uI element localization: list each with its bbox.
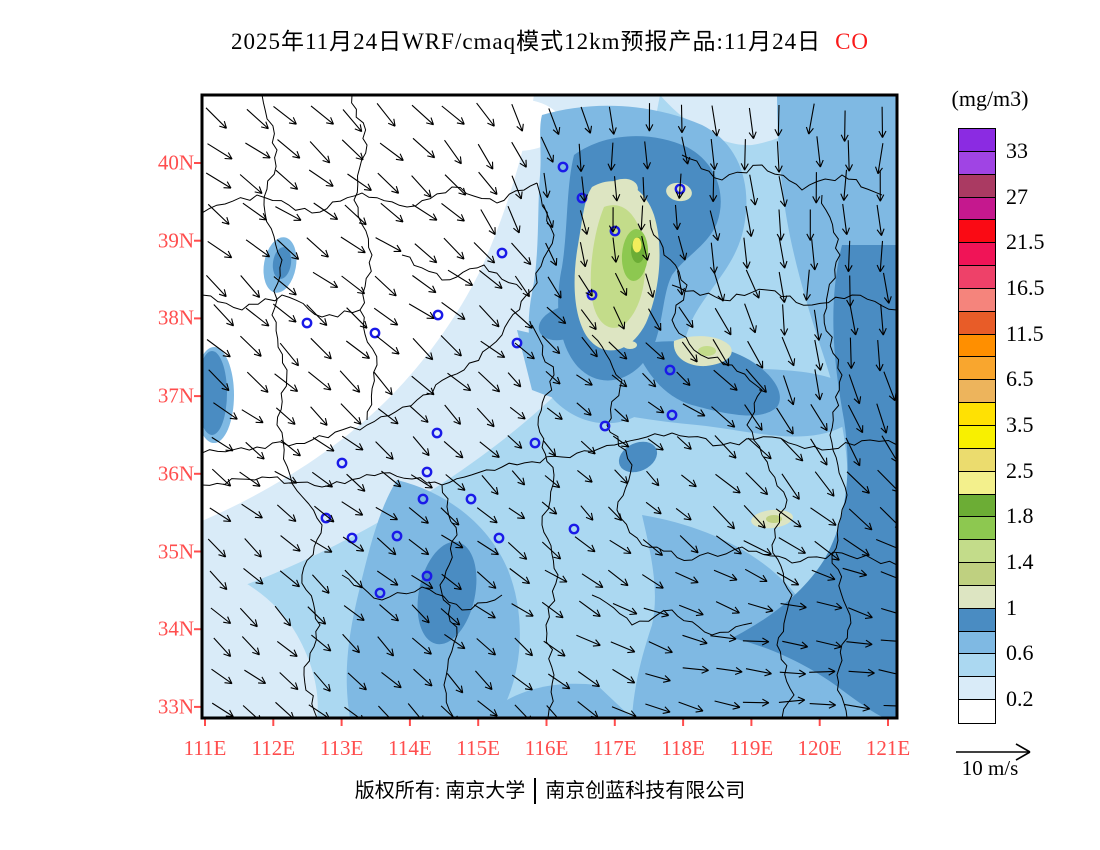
wind-reference-label: 10 m/s bbox=[961, 756, 1019, 780]
colorbar-cell bbox=[958, 242, 996, 267]
footer-divider bbox=[534, 777, 537, 804]
copyright-owner: 版权所有: 南京大学 bbox=[354, 780, 526, 802]
colorbar-cell bbox=[958, 128, 996, 153]
wind-reference-arrow bbox=[956, 743, 1031, 761]
x-tick-label: 118E bbox=[661, 736, 705, 760]
colorbar bbox=[958, 128, 996, 724]
colorbar-cell bbox=[958, 287, 996, 313]
colorbar-cell bbox=[958, 447, 996, 473]
city-markers bbox=[301, 161, 686, 599]
colorbar-tick-label: 27 bbox=[1006, 183, 1028, 209]
concentration-fill-layer bbox=[202, 95, 897, 718]
y-tick-label: 40N bbox=[157, 150, 194, 175]
colorbar-cell bbox=[958, 402, 996, 427]
colorbar-cell bbox=[958, 310, 996, 336]
colorbar-cell bbox=[958, 516, 996, 542]
x-tick-label: 119E bbox=[729, 736, 774, 760]
colorbar-tick-label: 1.4 bbox=[1006, 549, 1034, 575]
colorbar-cell bbox=[958, 265, 996, 290]
colorbar-cell bbox=[958, 333, 996, 359]
colorbar-cell bbox=[958, 356, 996, 382]
colorbar-tick-label: 6.5 bbox=[1006, 366, 1034, 392]
colorbar-cell bbox=[958, 653, 996, 679]
x-tick-label: 116E bbox=[524, 736, 569, 760]
x-tick-label: 121E bbox=[865, 736, 911, 760]
y-tick-label: 36N bbox=[157, 461, 194, 486]
colorbar-cell bbox=[958, 173, 996, 199]
colorbar-tick-label: 16.5 bbox=[1006, 274, 1045, 300]
map-plot-area bbox=[194, 93, 899, 726]
colorbar-cell bbox=[958, 584, 996, 610]
colorbar-unit-label: (mg/m3) bbox=[951, 86, 1029, 111]
colorbar-tick-label: 3.5 bbox=[1006, 412, 1034, 437]
colorbar-cell bbox=[958, 676, 996, 701]
page-title: 2025年11月24日WRF/cmaq模式12km预报产品:11月24日 CO bbox=[0, 22, 1100, 56]
title-text: 2025年11月24日WRF/cmaq模式12km预报产品:11月24日 bbox=[230, 29, 822, 54]
colorbar-cell bbox=[958, 607, 996, 633]
colorbar-tick-label: 0.6 bbox=[1006, 640, 1034, 666]
y-tick-label: 38N bbox=[157, 305, 194, 330]
colorbar-cell bbox=[958, 630, 996, 656]
colorbar-tick-label: 11.5 bbox=[1006, 320, 1044, 346]
colorbar-tick-label: 2.5 bbox=[1006, 457, 1034, 483]
colorbar-tick-label: 33 bbox=[1006, 137, 1028, 163]
colorbar-cell bbox=[958, 470, 996, 496]
colorbar-cell bbox=[958, 425, 996, 450]
pollutant-label: CO bbox=[835, 29, 870, 54]
y-tick-label: 37N bbox=[157, 383, 194, 408]
map-frame bbox=[200, 93, 899, 720]
colorbar-cell bbox=[958, 699, 996, 724]
copyright-company: 南京创蓝科技有限公司 bbox=[545, 780, 746, 802]
y-tick-label: 33N bbox=[157, 694, 194, 719]
forecast-map bbox=[194, 93, 899, 726]
colorbar-tick-label: 1.8 bbox=[1006, 503, 1034, 529]
x-tick-label: 113E bbox=[319, 736, 364, 760]
colorbar-cell bbox=[958, 150, 996, 176]
colorbar-cell bbox=[958, 379, 996, 404]
colorbar-cell bbox=[958, 196, 996, 222]
y-tick-label: 35N bbox=[157, 539, 194, 563]
colorbar-cell bbox=[958, 562, 996, 587]
province-boundary-lines bbox=[202, 95, 897, 718]
x-tick-label: 120E bbox=[797, 736, 842, 760]
x-tick-label: 114E bbox=[388, 736, 432, 760]
x-tick-label: 117E bbox=[593, 736, 637, 760]
colorbar-cell bbox=[958, 493, 996, 519]
x-tick-label: 115E bbox=[456, 736, 500, 760]
colorbar-tick-label: 21.5 bbox=[1006, 229, 1045, 255]
x-tick-label: 112E bbox=[251, 736, 296, 760]
y-tick-label: 34N bbox=[157, 616, 194, 641]
colorbar-tick-label: 0.2 bbox=[1006, 686, 1034, 712]
colorbar-tick-label: 1 bbox=[1006, 594, 1017, 620]
copyright-footer: 版权所有: 南京大学 南京创蓝科技有限公司 bbox=[0, 774, 1100, 807]
wind-vector-field bbox=[205, 102, 897, 718]
y-tick-label: 39N bbox=[157, 228, 194, 253]
colorbar-cell bbox=[958, 539, 996, 564]
colorbar-cell bbox=[958, 219, 996, 245]
x-tick-label: 111E bbox=[183, 736, 227, 760]
